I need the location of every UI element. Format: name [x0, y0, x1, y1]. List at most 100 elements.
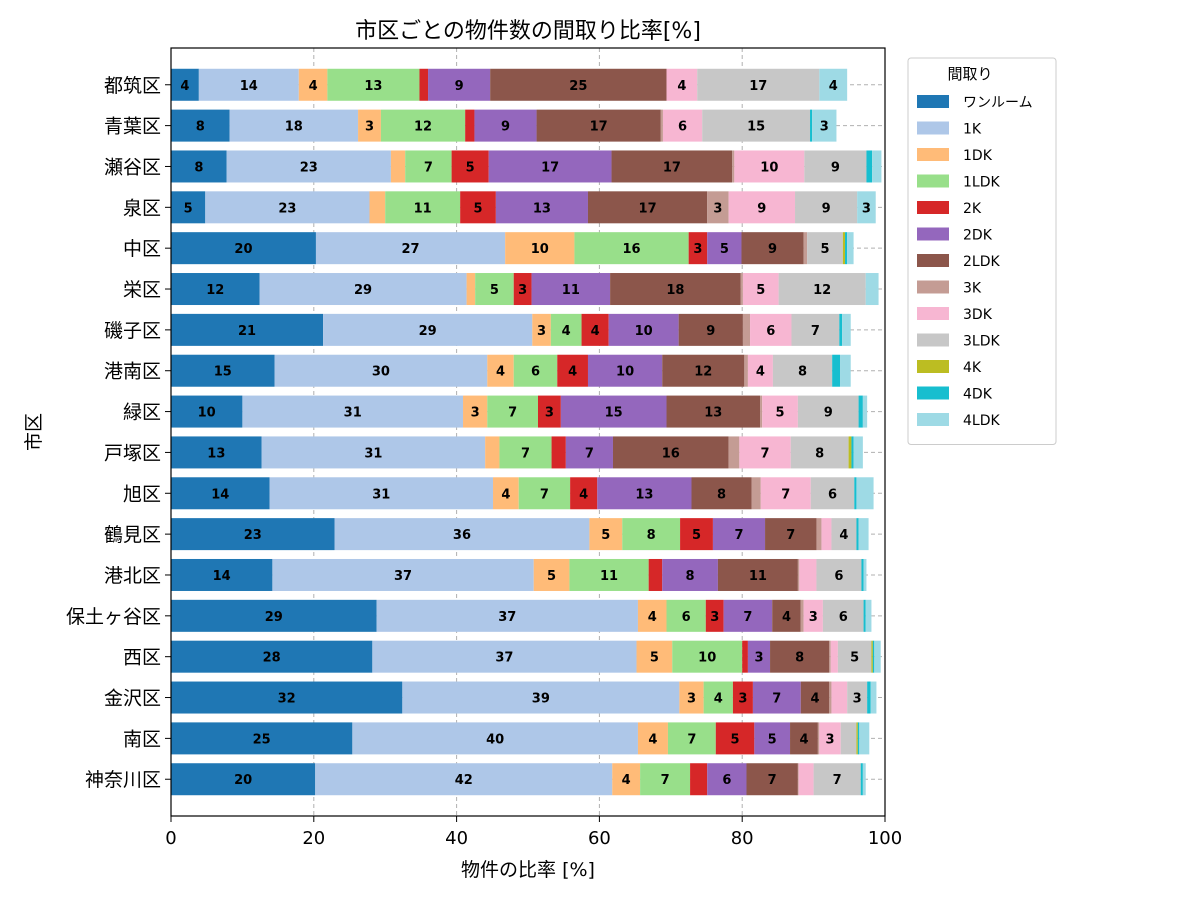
- bar-segment: [742, 273, 779, 306]
- bar-segment: [581, 313, 609, 346]
- category-label: 青葉区: [104, 116, 161, 138]
- bar-segment: [493, 477, 519, 510]
- bar-segment: [495, 191, 588, 224]
- bar-segment: [466, 273, 476, 306]
- bar-segment: [505, 232, 575, 265]
- x-tick-label: 0: [165, 828, 176, 849]
- bar-value-label: 4: [568, 365, 577, 380]
- bar-segment: [799, 558, 817, 591]
- x-tick-label: 40: [445, 828, 468, 849]
- bar-segment: [832, 354, 841, 387]
- legend-swatch: [917, 254, 949, 267]
- bar-value-label: 9: [768, 242, 777, 257]
- bar-segment: [797, 558, 800, 591]
- bar-segment: [874, 640, 881, 673]
- bar-value-label: 8: [686, 569, 695, 584]
- bar-segment: [487, 395, 538, 428]
- bar-segment: [487, 354, 514, 387]
- bar-value-label: 3: [713, 201, 722, 216]
- bar-segment: [691, 477, 752, 510]
- bar-segment: [803, 599, 823, 632]
- bar-value-label: 5: [473, 201, 482, 216]
- bar-segment: [390, 150, 406, 183]
- category-label: 南区: [123, 728, 161, 750]
- bar-value-label: 4: [622, 773, 631, 788]
- bar-value-label: 17: [749, 79, 767, 94]
- bar-segment: [587, 354, 663, 387]
- bar-segment: [405, 150, 452, 183]
- bar-segment: [570, 477, 598, 510]
- bar-segment: [488, 150, 612, 183]
- bar-segment: [740, 273, 743, 306]
- bar-segment: [707, 232, 742, 265]
- bar-segment: [315, 763, 613, 796]
- bar-segment: [372, 640, 637, 673]
- bar-segment: [678, 313, 743, 346]
- x-tick-label: 80: [731, 828, 754, 849]
- bar-value-label: 5: [821, 242, 830, 257]
- bar-segment: [419, 68, 429, 101]
- category-label: 神奈川区: [85, 769, 161, 791]
- bar-segment: [569, 558, 649, 591]
- bar-value-label: 25: [253, 732, 271, 747]
- bar-segment: [831, 518, 857, 551]
- bar-segment: [513, 273, 532, 306]
- bar-value-label: 6: [834, 569, 843, 584]
- bar-segment: [171, 722, 353, 755]
- bar-segment: [858, 518, 869, 551]
- bar-value-label: 25: [569, 79, 587, 94]
- bar-segment: [829, 640, 831, 673]
- bar-segment: [705, 599, 724, 632]
- bar-segment: [732, 150, 735, 183]
- bar-value-label: 10: [616, 365, 634, 380]
- bar-segment: [608, 313, 679, 346]
- bar-segment: [490, 68, 667, 101]
- bar-value-label: 3: [820, 120, 829, 135]
- bar-value-label: 17: [541, 160, 559, 175]
- bar-segment: [831, 681, 848, 714]
- bar-value-label: 37: [394, 569, 412, 584]
- bar-segment: [402, 681, 680, 714]
- bar-segment: [842, 232, 846, 265]
- category-label: 瀬谷区: [104, 156, 161, 178]
- bar-segment: [198, 68, 299, 101]
- bar-segment: [747, 640, 771, 673]
- bar-value-label: 10: [198, 406, 216, 421]
- legend-items: ワンルーム 1K 1DK 1LDK 2K 2DK 2LDK 3K 3DK 3LDK 4K 4DK 4LD…: [917, 95, 1033, 429]
- bar-segment: [742, 640, 748, 673]
- bar-value-label: 4: [782, 610, 791, 625]
- bar-segment: [662, 109, 703, 142]
- bar-value-label: 8: [196, 120, 205, 135]
- category-label: 都筑区: [104, 75, 161, 97]
- bar-segment: [380, 109, 466, 142]
- bar-labels-layer: 4 14 4 13 9 25 4 17 48 18 3 12 9 17 6 15 38 23 7 5 17 17 10 95 2…: [180, 79, 871, 788]
- bar-value-label: 5: [731, 732, 740, 747]
- bar-segment: [648, 558, 663, 591]
- bar-value-label: 6: [828, 487, 837, 502]
- bar-segment: [751, 477, 761, 510]
- legend-swatch: [917, 148, 949, 161]
- bar-value-label: 6: [722, 773, 731, 788]
- bar-segment: [742, 313, 751, 346]
- bar-value-label: 7: [768, 773, 777, 788]
- bar-segment: [872, 150, 882, 183]
- legend-swatch: [917, 413, 949, 426]
- bar-segment: [551, 436, 566, 469]
- bar-value-label: 7: [786, 528, 795, 543]
- bar-value-label: 13: [635, 487, 653, 502]
- legend: 間取り ワンルーム 1K 1DK 1LDK 2K 2DK 2LDK 3K 3DK 3LDK 4K 4D…: [907, 57, 1057, 445]
- bar-value-label: 4: [799, 732, 808, 747]
- bar-segment: [858, 395, 863, 428]
- bar-value-label: 8: [194, 160, 203, 175]
- bar-value-label: 20: [234, 242, 252, 257]
- bar-segment: [636, 640, 673, 673]
- bar-segment: [734, 150, 805, 183]
- category-label: 金沢区: [104, 688, 161, 710]
- bar-segment: [474, 109, 537, 142]
- bar-value-label: 4: [677, 79, 686, 94]
- legend-label: 2LDK: [963, 254, 1000, 270]
- bar-value-label: 27: [402, 242, 420, 257]
- bar-segment: [460, 191, 496, 224]
- bar-segment: [688, 232, 708, 265]
